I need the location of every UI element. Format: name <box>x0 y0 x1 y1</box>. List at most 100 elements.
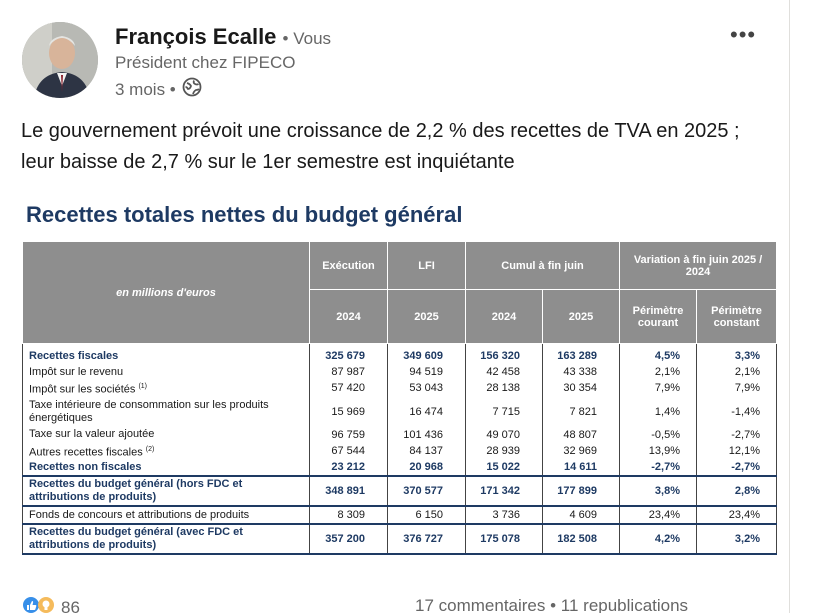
social-counts: 86 17 commentaires • 11 republications <box>22 596 782 613</box>
cell-value: 177 899 <box>542 475 620 508</box>
cell-value: 8 309 <box>309 506 388 525</box>
cell-value: 43 338 <box>542 364 620 380</box>
cell-value: 156 320 <box>465 343 543 364</box>
cell-value: 49 070 <box>465 426 543 443</box>
cell-value: 23,4% <box>696 506 777 525</box>
footnote-marker: (2) <box>145 445 155 453</box>
author-name[interactable]: François Ecalle • Vous <box>115 24 331 50</box>
cell-value: 15 969 <box>309 396 388 427</box>
row-label: Impôt sur le revenu <box>22 364 310 380</box>
perimetre-courant-header: Périmètre courant <box>619 289 697 344</box>
cell-value: 101 436 <box>387 426 466 443</box>
cell-value: 3 736 <box>465 506 543 525</box>
author-avatar[interactable] <box>22 22 98 98</box>
cell-value: 20 968 <box>387 459 466 477</box>
post-text: Le gouvernement prévoit une croissance d… <box>21 120 740 173</box>
revenue-table: en millions d'euros Exécution LFI Cumul … <box>22 241 777 556</box>
cell-value: 349 609 <box>387 343 466 364</box>
cell-value: 16 474 <box>387 396 466 427</box>
cell-value: 30 354 <box>542 380 620 397</box>
cell-value: 32 969 <box>542 442 620 460</box>
cell-value: 7 715 <box>465 396 543 427</box>
cell-value: 6 150 <box>387 506 466 525</box>
more-options-icon[interactable]: ••• <box>730 22 757 47</box>
like-reaction-icon <box>22 596 40 613</box>
cell-value: 348 891 <box>309 475 388 508</box>
cell-value: 3,3% <box>696 343 777 364</box>
cell-value: -2,7% <box>696 459 777 477</box>
cell-value: 23 212 <box>309 459 388 477</box>
cell-value: 325 679 <box>309 343 388 364</box>
cell-value: -0,5% <box>619 426 697 443</box>
cell-value: 94 519 <box>387 364 466 380</box>
cell-value: 171 342 <box>465 475 543 508</box>
cell-value: -1,4% <box>696 396 777 427</box>
cell-value: 376 727 <box>387 523 466 556</box>
cell-value: 2,8% <box>696 475 777 508</box>
row-label: Recettes du budget général (avec FDC et … <box>22 523 310 556</box>
cell-value: 13,9% <box>619 442 697 460</box>
table-row: Recettes du budget général (avec FDC et … <box>22 523 777 556</box>
cell-value: 67 544 <box>309 442 388 460</box>
table-row: Recettes non fiscales 23 212 20 968 15 0… <box>22 459 777 477</box>
row-label: Taxe intérieure de consommation sur les … <box>22 396 310 427</box>
author-name-text[interactable]: François Ecalle <box>115 24 277 49</box>
table-row: Autres recettes fiscales (2) 67 544 84 1… <box>22 442 777 460</box>
lfi-header: LFI <box>387 241 466 290</box>
cell-value: 370 577 <box>387 475 466 508</box>
perimetre-constant-header: Périmètre constant <box>696 289 777 344</box>
year-header: 2024 <box>309 289 388 344</box>
reaction-count: 86 <box>61 597 80 613</box>
cell-value: 84 137 <box>387 442 466 460</box>
table-row: Taxe sur la valeur ajoutée 96 759 101 43… <box>22 426 777 443</box>
cell-value: 42 458 <box>465 364 543 380</box>
cell-value: 163 289 <box>542 343 620 364</box>
year-header: 2024 <box>465 289 543 344</box>
cell-value: 175 078 <box>465 523 543 556</box>
cell-value: 15 022 <box>465 459 543 477</box>
post-time: 3 mois • <box>115 79 176 99</box>
cell-value: 3,8% <box>619 475 697 508</box>
cell-value: 1,4% <box>619 396 697 427</box>
cell-value: 96 759 <box>309 426 388 443</box>
execution-header: Exécution <box>309 241 388 290</box>
post-meta: 3 mois • <box>115 77 202 102</box>
cell-value: 53 043 <box>387 380 466 397</box>
insightful-reaction-icon <box>37 596 55 613</box>
reactions-summary[interactable]: 86 <box>22 596 80 613</box>
table-row: Fonds de concours et attributions de pro… <box>22 506 777 525</box>
globe-icon <box>182 77 202 102</box>
cell-value: 57 420 <box>309 380 388 397</box>
cell-value: 4,2% <box>619 523 697 556</box>
cell-value: 14 611 <box>542 459 620 477</box>
author-headline: Président chez FIPECO <box>115 53 296 72</box>
row-label: Fonds de concours et attributions de pro… <box>22 506 310 525</box>
you-badge: • Vous <box>282 29 332 48</box>
avatar-photo <box>22 22 98 98</box>
table-row: Taxe intérieure de consommation sur les … <box>22 396 777 427</box>
cell-value: 4,5% <box>619 343 697 364</box>
year-header: 2025 <box>542 289 620 344</box>
row-label: Impôt sur les sociétés (1) <box>22 380 310 397</box>
row-label: Recettes du budget général (hors FDC et … <box>22 475 310 508</box>
row-label: Autres recettes fiscales (2) <box>22 442 310 460</box>
row-label-text: Impôt sur les sociétés <box>29 383 136 396</box>
cell-value: 7 821 <box>542 396 620 427</box>
cell-value: 28 939 <box>465 442 543 460</box>
cell-value: -2,7% <box>619 459 697 477</box>
cell-value: 357 200 <box>309 523 388 556</box>
cell-value: 28 138 <box>465 380 543 397</box>
comments-reposts-count[interactable]: 17 commentaires • 11 republications <box>415 596 689 613</box>
cell-value: 7,9% <box>696 380 777 397</box>
year-header: 2025 <box>387 289 466 344</box>
cumul-header: Cumul à fin juin <box>465 241 620 290</box>
cell-value: 182 508 <box>542 523 620 556</box>
cell-value: 2,1% <box>696 364 777 380</box>
variation-header: Variation à fin juin 2025 / 2024 <box>619 241 777 290</box>
table-row: Impôt sur le revenu 87 987 94 519 42 458… <box>22 364 777 380</box>
row-label-text: Autres recettes fiscales <box>29 446 143 459</box>
footnote-marker: (1) <box>138 383 147 390</box>
cell-value: 48 807 <box>542 426 620 443</box>
cell-value: 2,1% <box>619 364 697 380</box>
row-label: Recettes non fiscales <box>22 459 310 477</box>
